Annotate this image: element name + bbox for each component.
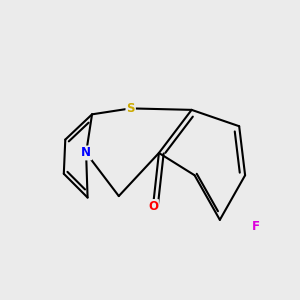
- Text: F: F: [251, 220, 260, 233]
- Text: N: N: [81, 146, 91, 160]
- Text: S: S: [126, 102, 135, 115]
- Text: O: O: [148, 200, 158, 213]
